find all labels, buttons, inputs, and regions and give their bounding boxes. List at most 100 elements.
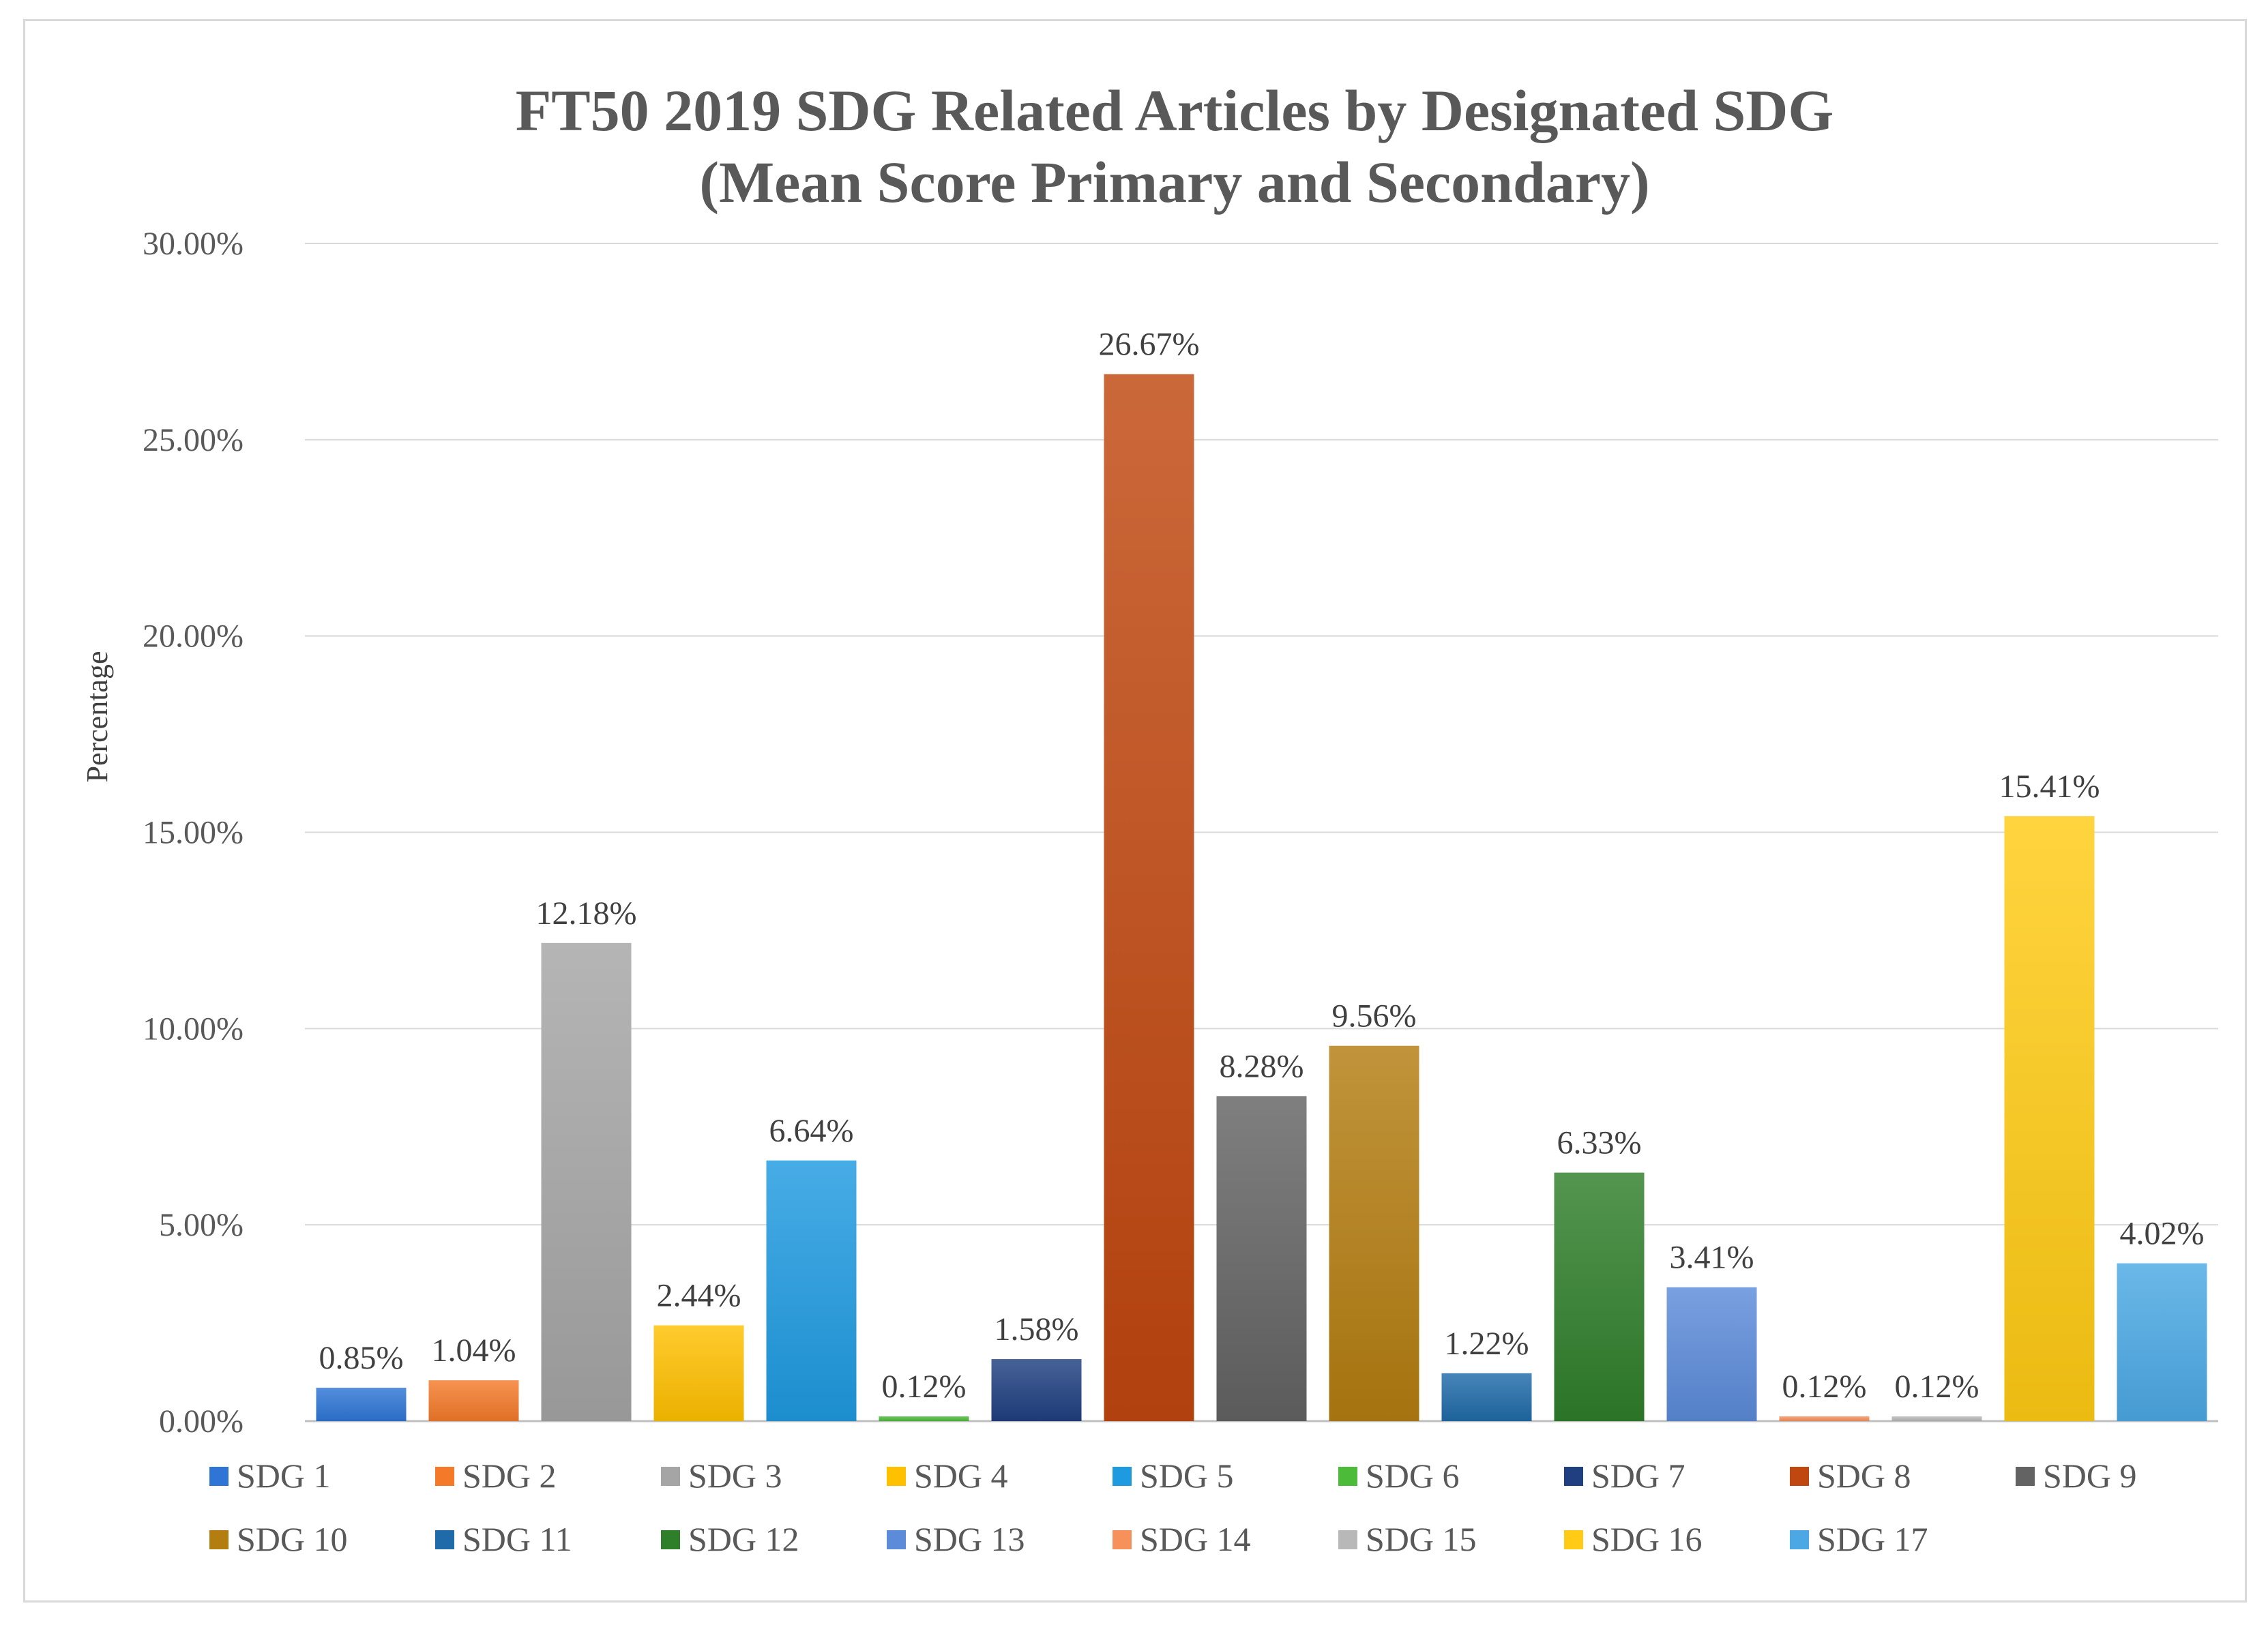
bar-sdg-13 (1666, 1287, 1757, 1421)
legend-item: SDG 2 (435, 1457, 557, 1495)
chart-title: FT50 2019 SDG Related Articles by Design… (516, 78, 1834, 143)
bars (316, 374, 2207, 1421)
legend-item: SDG 9 (2016, 1457, 2137, 1495)
y-tick-label: 15.00% (143, 815, 244, 851)
y-tick-label: 5.00% (159, 1207, 244, 1243)
legend-swatch (887, 1530, 906, 1549)
data-label: 6.33% (1557, 1125, 1642, 1161)
legend-item: SDG 14 (1113, 1520, 1251, 1558)
data-label: 12.18% (536, 895, 637, 931)
bar-sdg-16 (2004, 816, 2095, 1421)
legend-swatch (435, 1467, 454, 1486)
legend-swatch (435, 1530, 454, 1549)
bar-sdg-4 (653, 1325, 744, 1421)
legend-swatch (1790, 1530, 1809, 1549)
data-label: 0.85% (319, 1340, 404, 1376)
legend-swatch (1338, 1467, 1357, 1486)
legend-swatch (2016, 1467, 2035, 1486)
y-tick-label: 10.00% (143, 1011, 244, 1047)
bar-sdg-1 (316, 1388, 407, 1421)
legend-swatch (1113, 1467, 1132, 1486)
y-axis-ticks: 0.00% 5.00% 10.00% 15.00% 20.00% 25.00% 30.00% (143, 226, 244, 1440)
legend-label: SDG 4 (914, 1457, 1008, 1495)
legend-item: SDG 10 (209, 1520, 348, 1558)
y-tick-label: 0.00% (159, 1403, 244, 1440)
data-label: 1.04% (432, 1332, 516, 1369)
bar-sdg-9 (1216, 1096, 1307, 1421)
legend-label: SDG 10 (237, 1520, 348, 1558)
data-label: 15.41% (1999, 769, 2100, 805)
legend-label: SDG 7 (1591, 1457, 1685, 1495)
legend-swatch (887, 1467, 906, 1486)
data-label: 8.28% (1220, 1048, 1304, 1084)
bar-sdg-17 (2117, 1263, 2207, 1421)
data-label: 0.12% (1895, 1369, 1979, 1405)
legend-item: SDG 3 (661, 1457, 782, 1495)
legend-label: SDG 11 (462, 1520, 572, 1558)
legend-label: SDG 15 (1366, 1520, 1477, 1558)
legend-label: SDG 14 (1140, 1520, 1251, 1558)
legend-label: SDG 16 (1591, 1520, 1703, 1558)
data-label: 4.02% (2120, 1216, 2205, 1252)
data-label: 9.56% (1332, 998, 1417, 1034)
legend-item: SDG 17 (1790, 1520, 1928, 1558)
legend-swatch (661, 1467, 680, 1486)
data-labels: 0.85% 1.04% 12.18% 2.44% 6.64% 0.12% 1.58% 26.6… (319, 327, 2205, 1405)
legend-item: SDG 6 (1338, 1457, 1460, 1495)
legend-label: SDG 13 (914, 1520, 1025, 1558)
bar-sdg-2 (428, 1380, 519, 1421)
legend-label: SDG 3 (688, 1457, 782, 1495)
bar-sdg-10 (1329, 1045, 1419, 1421)
data-label: 26.67% (1099, 327, 1200, 363)
legend-item: SDG 11 (435, 1520, 572, 1558)
bar-sdg-11 (1441, 1373, 1532, 1421)
data-label: 0.12% (882, 1369, 967, 1405)
legend-item: SDG 5 (1113, 1457, 1234, 1495)
data-label: 1.22% (1445, 1326, 1529, 1362)
legend-item: SDG 15 (1338, 1520, 1477, 1558)
legend-swatch (661, 1530, 680, 1549)
data-label: 3.41% (1670, 1240, 1754, 1276)
legend-swatch (209, 1467, 229, 1486)
legend-swatch (209, 1530, 229, 1549)
legend-item: SDG 1 (209, 1457, 331, 1495)
bar-sdg-5 (766, 1160, 857, 1421)
y-axis-title: Percentage (80, 651, 114, 783)
legend-swatch (1564, 1530, 1583, 1549)
legend-swatch (1790, 1467, 1809, 1486)
chart-frame: FT50 2019 SDG Related Articles by Design… (23, 19, 2247, 1602)
bar-sdg-8 (1104, 374, 1194, 1421)
bar-chart: FT50 2019 SDG Related Articles by Design… (80, 78, 2218, 1558)
data-label: 1.58% (995, 1311, 1079, 1347)
data-label: 6.64% (769, 1113, 854, 1149)
legend: SDG 1 SDG 2 SDG 3 SDG 4 SDG 5 SDG 6 SDG 7 SDG 8… (209, 1457, 2137, 1558)
bar-sdg-6 (879, 1416, 969, 1421)
bar-sdg-14 (1779, 1416, 1870, 1421)
legend-swatch (1338, 1530, 1357, 1549)
legend-label: SDG 17 (1817, 1520, 1928, 1558)
bar-sdg-7 (991, 1359, 1082, 1421)
legend-label: SDG 5 (1140, 1457, 1234, 1495)
legend-label: SDG 8 (1817, 1457, 1911, 1495)
y-tick-label: 25.00% (143, 422, 244, 458)
legend-swatch (1113, 1530, 1132, 1549)
legend-item: SDG 12 (661, 1520, 799, 1558)
legend-item: SDG 7 (1564, 1457, 1685, 1495)
bar-sdg-12 (1554, 1172, 1645, 1421)
legend-label: SDG 12 (688, 1520, 799, 1558)
legend-item: SDG 16 (1564, 1520, 1703, 1558)
legend-item: SDG 13 (887, 1520, 1025, 1558)
legend-label: SDG 9 (2043, 1457, 2137, 1495)
legend-swatch (1564, 1467, 1583, 1486)
y-tick-label: 20.00% (143, 618, 244, 655)
y-tick-label: 30.00% (143, 226, 244, 262)
legend-item: SDG 4 (887, 1457, 1008, 1495)
legend-label: SDG 2 (462, 1457, 557, 1495)
legend-item: SDG 8 (1790, 1457, 1911, 1495)
bar-sdg-3 (541, 942, 632, 1421)
chart-subtitle: (Mean Score Primary and Secondary) (699, 149, 1649, 215)
data-label: 0.12% (1782, 1369, 1867, 1405)
legend-label: SDG 6 (1366, 1457, 1460, 1495)
bar-sdg-15 (1891, 1416, 1982, 1421)
legend-label: SDG 1 (237, 1457, 331, 1495)
